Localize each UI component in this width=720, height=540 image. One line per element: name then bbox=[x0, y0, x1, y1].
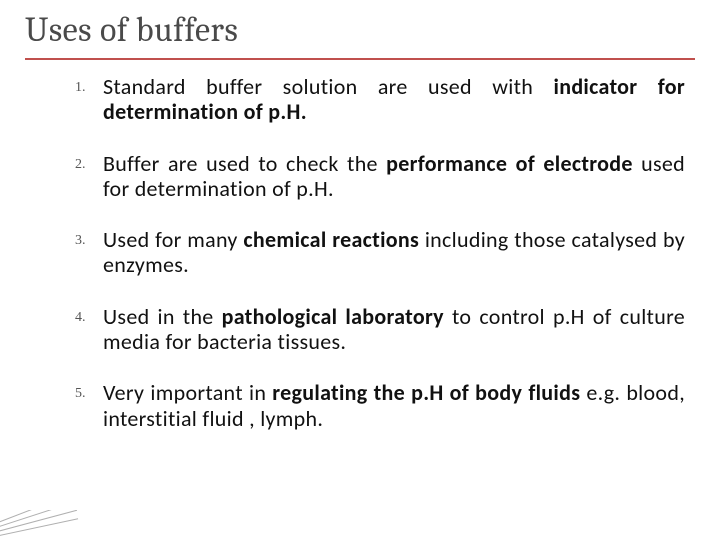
text: Buffer are used to check the bbox=[103, 150, 386, 177]
list-item: 3.Used for many chemical reactions inclu… bbox=[75, 227, 685, 278]
list-number: 1. bbox=[75, 74, 103, 125]
slide-title: Uses of buffers bbox=[25, 10, 695, 56]
list-body: Buffer are used to check the performance… bbox=[103, 151, 685, 202]
list-item: 4.Used in the pathological laboratory to… bbox=[75, 304, 685, 355]
text: Used for many bbox=[103, 226, 243, 253]
bold-text: regulating the p.H of body fluids bbox=[272, 379, 580, 406]
bullet-list: 1.Standard buffer solution are used with… bbox=[25, 74, 695, 431]
list-number: 3. bbox=[75, 227, 103, 278]
text: Standard buffer solution are used with bbox=[103, 73, 554, 100]
list-number: 2. bbox=[75, 151, 103, 202]
list-body: Used in the pathological laboratory to c… bbox=[103, 304, 685, 355]
title-underline bbox=[25, 58, 695, 60]
list-body: Standard buffer solution are used with i… bbox=[103, 74, 685, 125]
slide: Uses of buffers 1.Standard buffer soluti… bbox=[0, 0, 720, 540]
list-item: 5.Very important in regulating the p.H o… bbox=[75, 380, 685, 431]
list-number: 4. bbox=[75, 304, 103, 355]
bold-text: chemical reactions bbox=[243, 226, 419, 253]
list-item: 2.Buffer are used to check the performan… bbox=[75, 151, 685, 202]
text: Very important in bbox=[103, 379, 272, 406]
list-number: 5. bbox=[75, 380, 103, 431]
text: Used in the bbox=[103, 303, 222, 330]
list-body: Used for many chemical reactions includi… bbox=[103, 227, 685, 278]
list-item: 1.Standard buffer solution are used with… bbox=[75, 74, 685, 125]
bold-text: pathological laboratory bbox=[222, 303, 444, 330]
list-body: Very important in regulating the p.H of … bbox=[103, 380, 685, 431]
title-wrap: Uses of buffers bbox=[25, 10, 695, 60]
bold-text: performance of electrode bbox=[386, 150, 633, 177]
corner-accent bbox=[0, 510, 80, 540]
